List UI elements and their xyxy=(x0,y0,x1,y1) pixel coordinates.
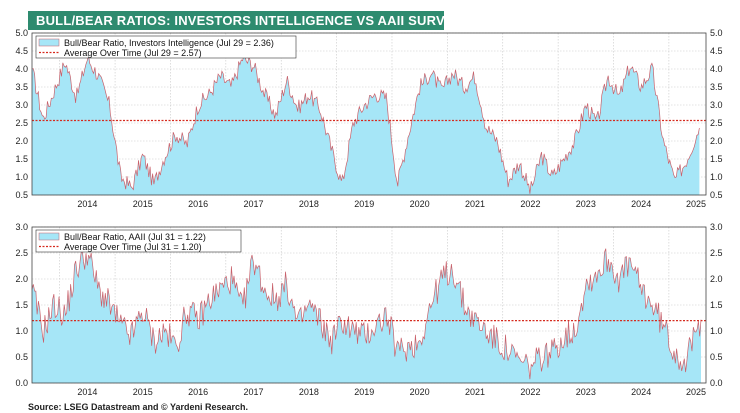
legend-box xyxy=(35,35,297,59)
x-tick-label: 2016 xyxy=(188,387,208,397)
x-tick-label: 2017 xyxy=(244,199,264,209)
y-tick-label-right: 1.5 xyxy=(710,300,723,310)
y-tick-label-right: 4.5 xyxy=(710,46,723,56)
y-tick-label-left: 3.0 xyxy=(15,222,28,232)
y-tick-label-left: 1.5 xyxy=(15,300,28,310)
x-tick-label: 2016 xyxy=(188,199,208,209)
legend-box xyxy=(35,229,242,253)
plot-frame xyxy=(31,226,707,384)
x-tick-label: 2021 xyxy=(465,387,485,397)
x-tick-label: 2018 xyxy=(299,199,319,209)
x-tick-label: 2020 xyxy=(410,387,430,397)
y-tick-label-right: 0.0 xyxy=(710,378,723,388)
y-tick-label-left: 2.5 xyxy=(15,118,28,128)
legend-label-series: Bull/Bear Ratio, Investors Intelligence … xyxy=(64,38,274,48)
y-tick-label-right: 0.5 xyxy=(710,190,723,200)
y-tick-label-left: 3.5 xyxy=(15,82,28,92)
chart-title-banner: BULL/BEAR RATIOS: INVESTORS INTELLIGENCE… xyxy=(28,11,471,30)
legend-label-average: Average Over Time (Jul 31 = 1.20) xyxy=(64,242,202,252)
x-tick-label: 2022 xyxy=(520,199,540,209)
y-tick-label-right: 2.0 xyxy=(710,136,723,146)
y-tick-label-left: 2.0 xyxy=(15,274,28,284)
legend-label-average: Average Over Time (Jul 29 = 2.57) xyxy=(64,48,202,58)
x-tick-label: 2020 xyxy=(410,199,430,209)
plot-frame xyxy=(31,32,707,196)
y-tick-label-right: 2.0 xyxy=(710,274,723,284)
y-tick-label-right: 4.0 xyxy=(710,64,723,74)
y-tick-label-right: 2.5 xyxy=(710,248,723,258)
x-tick-label: 2019 xyxy=(354,199,374,209)
x-tick-label: 2023 xyxy=(576,387,596,397)
y-tick-label-left: 1.0 xyxy=(15,172,28,182)
series-line xyxy=(31,55,700,194)
y-tick-label-left: 4.5 xyxy=(15,46,28,56)
y-tick-label-left: 4.0 xyxy=(15,64,28,74)
y-tick-label-left: 5.0 xyxy=(15,28,28,38)
y-tick-label-left: 2.0 xyxy=(15,136,28,146)
x-tick-label: 2015 xyxy=(133,199,153,209)
legend-swatch-area xyxy=(38,38,60,47)
y-tick-label-left: 3.0 xyxy=(15,100,28,110)
x-tick-label: 2025 xyxy=(686,199,706,209)
x-tick-label: 2015 xyxy=(133,387,153,397)
y-tick-label-left: 1.5 xyxy=(15,154,28,164)
y-tick-label-left: 2.5 xyxy=(15,248,28,258)
series-area-fill xyxy=(32,55,700,196)
y-tick-label-right: 1.0 xyxy=(710,172,723,182)
y-tick-label-left: 0.5 xyxy=(15,190,28,200)
y-tick-label-right: 3.5 xyxy=(710,82,723,92)
chart-panel-1: 0.5 0.5 1.0 1.0 1.5 1.5 2.0 2.0 2.5 2.5 3.0 3.0 3.5 3… xyxy=(15,28,722,209)
y-tick-label-left: 0.5 xyxy=(15,352,28,362)
x-tick-label: 2025 xyxy=(686,387,706,397)
y-tick-label-right: 3.0 xyxy=(710,222,723,232)
y-tick-label-left: 1.0 xyxy=(15,326,28,336)
chart-panel-2: 0.0 0.0 0.5 0.5 1.0 1.0 1.5 1.5 2.0 2.0 2.5 2.5 3.0 3… xyxy=(15,222,722,397)
y-tick-label-right: 5.0 xyxy=(710,28,723,38)
x-tick-label: 2019 xyxy=(354,387,374,397)
x-tick-label: 2018 xyxy=(299,387,319,397)
legend-label-series: Bull/Bear Ratio, AAII (Jul 31 = 1.22) xyxy=(64,232,206,242)
x-tick-label: 2022 xyxy=(520,387,540,397)
source-note: Source: LSEG Datastream and © Yardeni Re… xyxy=(28,402,249,412)
legend-swatch-area xyxy=(38,232,60,241)
y-tick-label-right: 2.5 xyxy=(710,118,723,128)
x-tick-label: 2017 xyxy=(244,387,264,397)
y-tick-label-right: 1.0 xyxy=(710,326,723,336)
x-tick-label: 2024 xyxy=(631,199,651,209)
series-line xyxy=(31,248,702,380)
x-tick-label: 2014 xyxy=(77,199,97,209)
x-tick-label: 2023 xyxy=(576,199,596,209)
series-area-fill xyxy=(32,248,701,383)
y-tick-label-left: 0.0 xyxy=(15,378,28,388)
x-tick-label: 2014 xyxy=(77,387,97,397)
y-tick-label-right: 0.5 xyxy=(710,352,723,362)
y-tick-label-right: 1.5 xyxy=(710,154,723,164)
x-tick-label: 2021 xyxy=(465,199,485,209)
x-tick-label: 2024 xyxy=(631,387,651,397)
y-tick-label-right: 3.0 xyxy=(710,100,723,110)
